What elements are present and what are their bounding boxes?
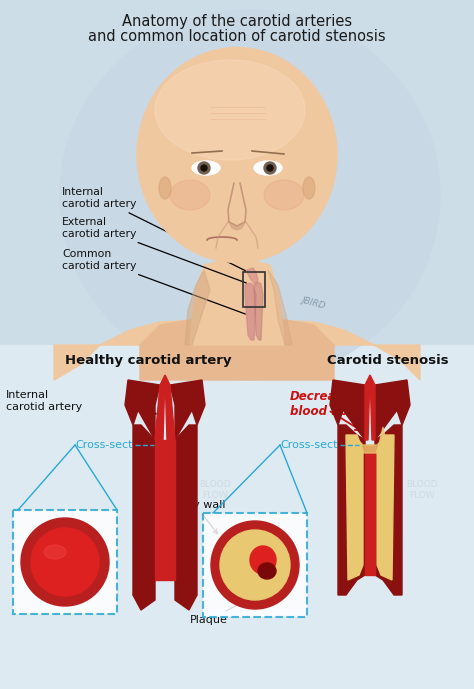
Polygon shape <box>125 380 160 440</box>
Text: BLOOD
FLOW: BLOOD FLOW <box>406 480 438 500</box>
Polygon shape <box>355 427 385 453</box>
Bar <box>243 272 265 307</box>
Ellipse shape <box>44 545 66 559</box>
Ellipse shape <box>155 60 305 160</box>
Bar <box>0 345 474 689</box>
Ellipse shape <box>264 180 304 210</box>
Circle shape <box>267 165 273 171</box>
Polygon shape <box>54 320 420 380</box>
Text: Plaque: Plaque <box>190 595 256 625</box>
Ellipse shape <box>137 48 337 263</box>
Bar <box>13 510 117 614</box>
Text: and common location of carotid stenosis: and common location of carotid stenosis <box>88 29 386 44</box>
Ellipse shape <box>254 161 282 175</box>
Text: Anatomy of the carotid arteries: Anatomy of the carotid arteries <box>122 14 352 29</box>
Polygon shape <box>245 283 256 340</box>
Polygon shape <box>229 222 245 230</box>
Ellipse shape <box>303 177 315 199</box>
Polygon shape <box>365 375 370 440</box>
Polygon shape <box>377 435 394 580</box>
Circle shape <box>264 162 276 174</box>
Polygon shape <box>170 380 205 440</box>
Polygon shape <box>133 425 155 595</box>
Polygon shape <box>375 380 410 440</box>
Polygon shape <box>190 256 284 345</box>
Ellipse shape <box>170 180 210 210</box>
Ellipse shape <box>250 546 276 574</box>
Text: External
carotid artery: External carotid artery <box>62 217 246 283</box>
Ellipse shape <box>192 166 220 174</box>
Polygon shape <box>185 270 210 345</box>
Ellipse shape <box>153 171 173 205</box>
Ellipse shape <box>301 171 321 205</box>
Text: Decreased
blood flow: Decreased blood flow <box>290 390 360 418</box>
Polygon shape <box>155 375 165 440</box>
Polygon shape <box>268 270 292 345</box>
Text: Internal
carotid artery: Internal carotid artery <box>62 187 246 271</box>
Text: Internal
carotid artery: Internal carotid artery <box>6 390 82 413</box>
Polygon shape <box>365 445 375 575</box>
Polygon shape <box>338 425 365 595</box>
Circle shape <box>201 165 207 171</box>
Polygon shape <box>254 282 263 340</box>
Polygon shape <box>165 375 175 440</box>
Text: Cross-section: Cross-section <box>75 440 149 450</box>
Polygon shape <box>155 440 175 580</box>
Circle shape <box>198 162 210 174</box>
Text: Healthy carotid artery: Healthy carotid artery <box>65 354 231 367</box>
Polygon shape <box>175 425 197 595</box>
Text: BLOOD
FLOW: BLOOD FLOW <box>199 480 231 500</box>
Ellipse shape <box>192 161 220 175</box>
Ellipse shape <box>254 166 282 174</box>
Ellipse shape <box>258 563 276 579</box>
Circle shape <box>220 530 290 600</box>
Ellipse shape <box>159 177 171 199</box>
Text: Cross-section: Cross-section <box>280 440 355 450</box>
Circle shape <box>31 528 99 596</box>
Polygon shape <box>247 268 258 285</box>
Ellipse shape <box>60 10 440 380</box>
Polygon shape <box>140 318 334 380</box>
Text: JBIRD: JBIRD <box>300 295 326 310</box>
Polygon shape <box>375 425 402 595</box>
Polygon shape <box>346 435 363 580</box>
Polygon shape <box>175 580 197 610</box>
Bar <box>203 513 307 617</box>
Text: Artery wall: Artery wall <box>165 500 226 534</box>
Circle shape <box>21 518 109 606</box>
Polygon shape <box>330 380 365 440</box>
Text: Carotid stenosis: Carotid stenosis <box>327 354 449 367</box>
Text: Common
carotid artery: Common carotid artery <box>62 249 246 314</box>
Circle shape <box>211 521 299 609</box>
Polygon shape <box>370 375 375 440</box>
Polygon shape <box>133 580 155 610</box>
